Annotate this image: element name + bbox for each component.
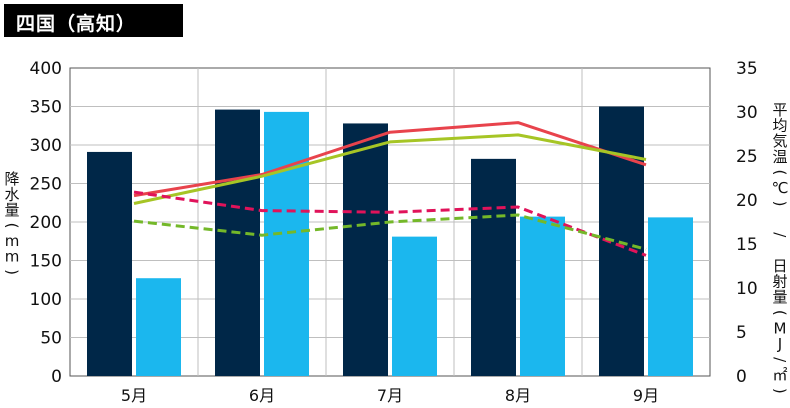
y-left-tick-label: 300 [30, 136, 62, 156]
y-left-tick-label: 50 [40, 329, 62, 349]
axis-title-char: 温 [772, 148, 787, 166]
line-series-4 [133, 213, 647, 251]
bar-s2-5 [648, 217, 693, 376]
axis-title-char: ( [771, 169, 789, 175]
y-left-tick-label: 200 [30, 213, 62, 233]
axis-title-char: 気 [772, 132, 787, 150]
y-right-tick-label: 25 [736, 147, 758, 167]
axis-title-char: / [771, 232, 789, 238]
y-left-tick-label: 100 [30, 290, 62, 310]
axis-title-char: M [774, 319, 787, 337]
axis-title-char: ( [771, 310, 789, 316]
axis-title-char: ( [3, 223, 21, 229]
axis-title-char: 均 [772, 117, 787, 135]
x-tick-label: 6月 [249, 386, 275, 405]
y-right-tick-label: 15 [736, 235, 758, 255]
axis-title-char: J [777, 335, 782, 353]
bar-s1-1 [87, 151, 132, 376]
y-left-tick-label: 400 [30, 59, 62, 79]
bar-s1-2 [215, 109, 260, 376]
axis-title-char: 量 [772, 288, 787, 306]
y-right-tick-label: 30 [736, 103, 758, 123]
x-tick-label: 5月 [121, 386, 147, 405]
axis-title-char: 射 [772, 273, 787, 291]
line-series-3 [133, 190, 647, 257]
y-left-tick-label: 350 [30, 98, 62, 118]
axis-title-char: m [5, 232, 20, 250]
y-left-tick-label: 150 [30, 252, 62, 272]
x-tick-label: 8月 [505, 386, 531, 405]
axis-title-char: ) [771, 388, 789, 394]
bar-s1-3 [343, 123, 388, 376]
axis-title-char: 日 [772, 257, 787, 275]
y-right-tick-label: 0 [736, 367, 747, 387]
axis-title-char: ㎡ [772, 366, 787, 384]
bar-s2-2 [264, 111, 309, 376]
y-left-tick-label: 250 [30, 175, 62, 195]
axis-title-char: 平 [772, 101, 787, 119]
y-left-axis-title: 降水量 ( mm) [3, 170, 21, 275]
bar-s2-4 [520, 216, 565, 376]
axis-title-char: 水 [4, 186, 19, 204]
axis-title-char: ) [3, 269, 21, 275]
chart-title: 四国（高知） [16, 13, 137, 35]
y-right-tick-label: 20 [736, 191, 758, 211]
bar-s2-1 [136, 278, 181, 376]
y-right-tick-label: 5 [736, 323, 747, 343]
axis-title-char: 量 [4, 201, 19, 219]
title-box: 四国（高知） [4, 4, 183, 37]
axis-title-char: ℃ [772, 179, 789, 197]
axis-title-char: ) [771, 201, 789, 207]
axis-title-char: 降 [4, 170, 19, 188]
axis-title-char: / [771, 357, 789, 363]
y-left-tick-label: 0 [51, 367, 62, 387]
axis-title-char: m [5, 248, 20, 266]
line-series-1 [133, 121, 647, 198]
x-tick-label: 9月 [633, 386, 659, 405]
y-right-tick-label: 10 [736, 279, 758, 299]
bar-s1-4 [471, 158, 516, 376]
x-tick-label: 7月 [377, 386, 403, 405]
y-right-tick-label: 35 [736, 59, 758, 79]
line-series-2 [133, 133, 647, 205]
bar-s2-3 [392, 236, 437, 376]
